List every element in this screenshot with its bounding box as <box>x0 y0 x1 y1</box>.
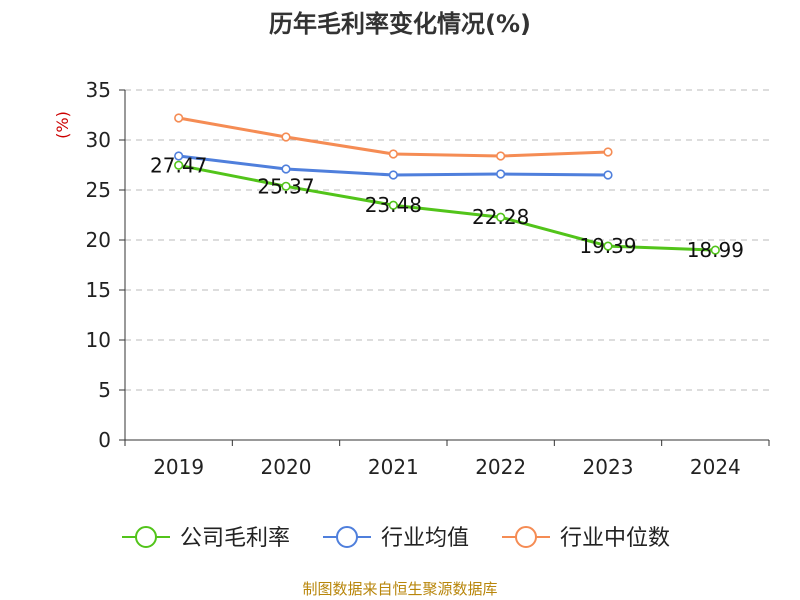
data-point[interactable] <box>281 181 291 191</box>
x-tick-label: 2024 <box>690 455 741 479</box>
data-label: 23.48 <box>365 193 422 217</box>
y-tick-label: 20 <box>86 228 111 252</box>
source-note: 制图数据来自恒生聚源数据库 <box>302 580 498 598</box>
legend-label: 行业中位数 <box>560 526 670 551</box>
y-tick-label: 10 <box>86 328 111 352</box>
data-label: 19.39 <box>579 234 636 258</box>
data-point[interactable] <box>496 151 506 161</box>
y-tick-label: 15 <box>86 278 111 302</box>
x-tick-label: 2023 <box>583 455 634 479</box>
data-labels: 27.47 25.37 23.48 22.28 19.39 18.99 <box>150 153 744 262</box>
legend-label: 公司毛利率 <box>180 526 290 551</box>
data-point[interactable] <box>710 245 720 255</box>
axes: 0 5 10 15 20 25 30 35 2019 2020 2021 2022 2023 2024 <box>86 78 770 479</box>
legend-item[interactable]: 行业中位数 <box>502 526 670 551</box>
y-tick-label: 35 <box>86 78 111 102</box>
y-tick-label: 30 <box>86 128 111 152</box>
data-point[interactable] <box>174 151 184 161</box>
data-point[interactable] <box>603 147 613 157</box>
data-point[interactable] <box>388 149 398 159</box>
data-point[interactable] <box>603 170 613 180</box>
legend-marker <box>515 526 537 548</box>
y-tick-label: 0 <box>98 428 111 452</box>
data-point[interactable] <box>281 132 291 142</box>
series-group <box>174 113 720 255</box>
x-tick-label: 2021 <box>368 455 419 479</box>
grid-lines <box>125 89 769 391</box>
x-tick-label: 2020 <box>261 455 312 479</box>
legend-label: 行业均值 <box>381 526 469 551</box>
series-line <box>178 163 716 252</box>
data-point[interactable] <box>388 170 398 180</box>
data-point[interactable] <box>174 160 184 170</box>
data-label: 22.28 <box>472 205 529 229</box>
data-point[interactable] <box>281 164 291 174</box>
x-tick-label: 2022 <box>475 455 526 479</box>
legend-item[interactable]: 公司毛利率 <box>122 526 290 551</box>
y-axis-label: (%) <box>53 111 72 139</box>
chart-title: 历年毛利率变化情况(%) <box>269 10 531 38</box>
data-point[interactable] <box>174 113 184 123</box>
data-label: 18.99 <box>687 238 744 262</box>
data-point[interactable] <box>496 169 506 179</box>
data-label: 25.37 <box>257 174 314 198</box>
y-tick-label: 5 <box>98 378 111 402</box>
data-point[interactable] <box>388 200 398 210</box>
legend-item[interactable]: 行业均值 <box>323 526 469 551</box>
data-point[interactable] <box>603 241 613 251</box>
legend-marker <box>336 526 358 548</box>
data-point[interactable] <box>496 212 506 222</box>
data-label: 27.47 <box>150 153 207 177</box>
legend[interactable]: 公司毛利率 行业均值 行业中位数 <box>122 526 670 551</box>
legend-marker <box>135 526 157 548</box>
x-tick-label: 2019 <box>153 455 204 479</box>
y-tick-label: 25 <box>86 178 111 202</box>
